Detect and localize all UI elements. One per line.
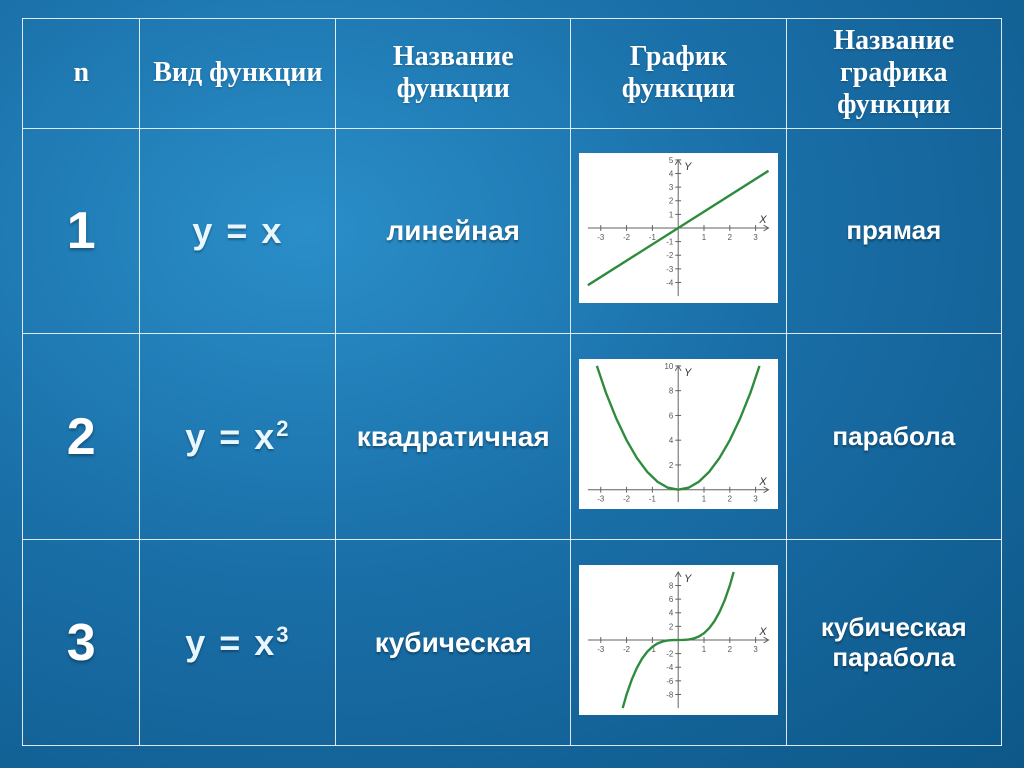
svg-text:-3: -3 [597, 495, 605, 504]
row-number: 1 [23, 128, 140, 334]
formula-exponent: 2 [276, 416, 290, 441]
svg-text:-3: -3 [597, 645, 605, 654]
svg-text:-4: -4 [667, 279, 675, 288]
svg-text:6: 6 [669, 412, 674, 421]
table-row: 2 y = x2 квадратичная -3-2-1123246810XY … [23, 334, 1002, 540]
svg-text:2: 2 [728, 495, 732, 504]
svg-text:1: 1 [702, 495, 706, 504]
functions-table: n Вид функции Название функции График фу… [22, 18, 1002, 746]
svg-text:-4: -4 [667, 663, 675, 672]
formula-base: y = x [192, 210, 283, 251]
graph-name: парабола [786, 334, 1001, 540]
header-fname: Название функции [336, 19, 571, 129]
svg-text:X: X [759, 476, 768, 488]
svg-text:2: 2 [669, 197, 673, 206]
svg-text:-2: -2 [623, 495, 630, 504]
svg-text:-2: -2 [667, 650, 674, 659]
svg-text:3: 3 [754, 495, 759, 504]
svg-text:8: 8 [669, 582, 674, 591]
svg-text:4: 4 [669, 436, 674, 445]
header-n: n [23, 19, 140, 129]
plot-linear: -3 -2 -1 1 2 3 -4 -3 -2 -1 1 2 3 4 5 X Y [579, 153, 777, 303]
svg-text:1: 1 [702, 645, 706, 654]
formula-cell: y = x [140, 128, 336, 334]
svg-text:-3: -3 [667, 265, 675, 274]
svg-text:-1: -1 [667, 238, 674, 247]
svg-text:2: 2 [669, 461, 673, 470]
graph-cell: -3 -2 -1 1 2 3 2 4 6 8 10 X Y [571, 334, 786, 540]
svg-text:-2: -2 [623, 233, 630, 242]
svg-text:4: 4 [669, 170, 674, 179]
svg-text:Y: Y [684, 573, 692, 585]
function-name: линейная [336, 128, 571, 334]
table-header: n Вид функции Название функции График фу… [23, 19, 1002, 129]
row-number: 2 [23, 334, 140, 540]
graph-cell: -3 -2 -1 1 2 3 -4 -3 -2 -1 1 2 3 4 5 X Y [571, 128, 786, 334]
svg-text:4: 4 [669, 609, 674, 618]
header-graph: График функции [571, 19, 786, 129]
graph-name: кубическая парабола [786, 540, 1001, 746]
table-body: 1 y = x линейная -3-2-1123-4-3-2-112345X… [23, 128, 1002, 745]
formula-cell: y = x2 [140, 334, 336, 540]
svg-text:-2: -2 [667, 252, 674, 261]
svg-text:1: 1 [702, 233, 706, 242]
svg-text:2: 2 [669, 622, 673, 631]
svg-text:-3: -3 [597, 233, 605, 242]
svg-text:X: X [759, 215, 768, 227]
svg-text:-6: -6 [667, 677, 675, 686]
svg-text:10: 10 [665, 362, 674, 371]
svg-text:-2: -2 [623, 645, 630, 654]
svg-text:1: 1 [669, 211, 673, 220]
header-gname: Название графика функции [786, 19, 1001, 129]
svg-text:3: 3 [754, 645, 759, 654]
svg-text:-1: -1 [649, 495, 656, 504]
slide-container: n Вид функции Название функции График фу… [0, 0, 1024, 768]
formula-exponent: 3 [276, 622, 290, 647]
function-name: квадратичная [336, 334, 571, 540]
svg-text:3: 3 [669, 184, 674, 193]
function-name: кубическая [336, 540, 571, 746]
svg-text:3: 3 [754, 233, 759, 242]
table-row: 1 y = x линейная -3 -2 -1 1 2 3 -4 -3 -2 -1 1 2 3 4 5 X… [23, 128, 1002, 334]
graph-name: прямая [786, 128, 1001, 334]
svg-text:2: 2 [728, 233, 732, 242]
svg-text:Y: Y [684, 161, 692, 173]
svg-text:5: 5 [669, 156, 674, 165]
svg-text:6: 6 [669, 595, 674, 604]
plot-cubic: -3-2-1123-8-6-4-22468XY [579, 565, 777, 715]
formula-cell: y = x3 [140, 540, 336, 746]
svg-text:Y: Y [684, 367, 692, 379]
svg-text:2: 2 [728, 645, 732, 654]
header-formula: Вид функции [140, 19, 336, 129]
row-number: 3 [23, 540, 140, 746]
table-row: 3 y = x3 кубическая -3-2-1123-8-6-4-2246… [23, 540, 1002, 746]
plot-parabola: -3 -2 -1 1 2 3 2 4 6 8 10 X Y [579, 359, 777, 509]
svg-text:-8: -8 [667, 691, 675, 700]
svg-text:8: 8 [669, 387, 674, 396]
formula-base: y = x [185, 622, 276, 663]
graph-cell: -3-2-1123-8-6-4-22468XY [571, 540, 786, 746]
formula-base: y = x [185, 416, 276, 457]
svg-text:-1: -1 [649, 233, 656, 242]
svg-text:X: X [759, 626, 768, 638]
